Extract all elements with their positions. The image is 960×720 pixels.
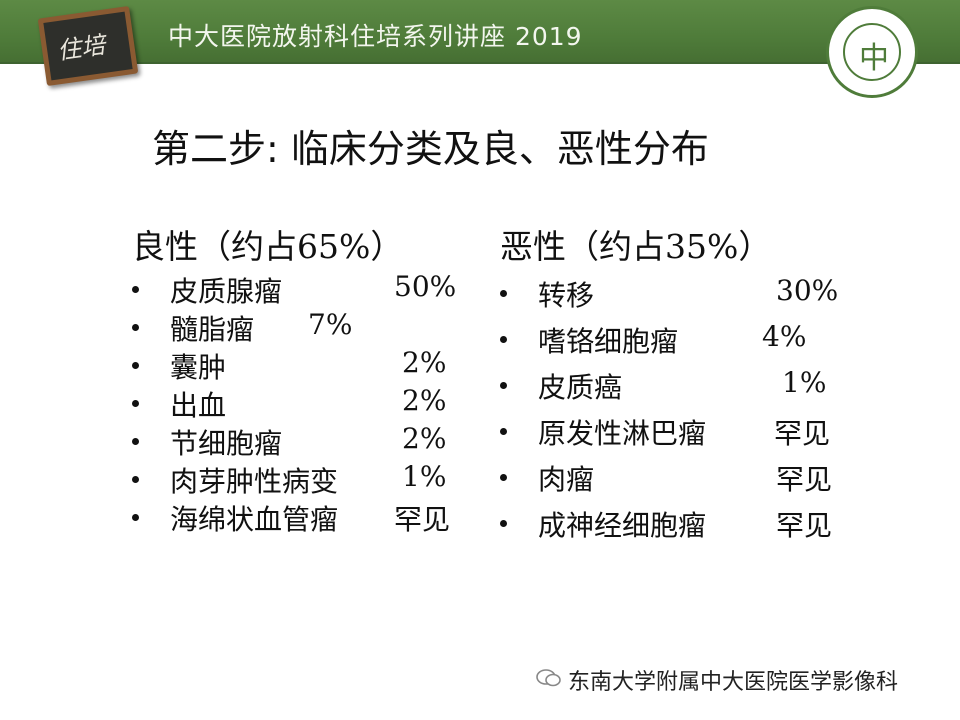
footer-credit: 东南大学附属中大医院医学影像科 bbox=[568, 670, 899, 695]
logo-inner-ring: 中 bbox=[843, 23, 901, 81]
bullet-icon bbox=[500, 382, 507, 389]
bullet-icon bbox=[500, 428, 507, 435]
bullet-icon bbox=[500, 520, 507, 527]
bullet-icon bbox=[132, 362, 139, 369]
list-item: 髓脂瘤 7% bbox=[132, 308, 403, 346]
wechat-icon bbox=[536, 669, 561, 687]
list-item: 海绵状血管瘤 罕见 bbox=[132, 498, 450, 536]
logo-glyph: 中 bbox=[859, 41, 889, 76]
chalkboard-badge: 住培 bbox=[37, 5, 139, 87]
benign-title: 良性（约占65%） bbox=[132, 227, 404, 266]
bullet-icon bbox=[132, 476, 139, 483]
list-item: 节细胞瘤 2% bbox=[132, 422, 446, 460]
benign-column: 良性（约占65%） 皮质腺瘤 50% 髓脂瘤 7% 囊肿 2% 出血 2% 节细胞瘤 2%… bbox=[132, 220, 456, 536]
list-item: 成神经细胞瘤 罕见 bbox=[500, 504, 832, 550]
badge-text: 住培 bbox=[55, 30, 107, 66]
list-item: 皮质癌 1% bbox=[500, 366, 826, 412]
header-bar: 中大医院放射科住培系列讲座 2019 bbox=[0, 0, 960, 64]
list-item: 转移 30% bbox=[500, 274, 838, 320]
bullet-icon bbox=[132, 438, 139, 445]
bullet-icon bbox=[500, 474, 507, 481]
bullet-icon bbox=[132, 324, 139, 331]
lecture-series-title: 中大医院放射科住培系列讲座 2019 bbox=[168, 22, 583, 51]
list-item: 嗜铬细胞瘤 4% bbox=[500, 320, 806, 366]
list-item: 肉瘤 罕见 bbox=[500, 458, 832, 504]
bullet-icon bbox=[500, 290, 507, 297]
bullet-icon bbox=[132, 514, 139, 521]
list-item: 囊肿 2% bbox=[132, 346, 446, 384]
list-item: 皮质腺瘤 50% bbox=[132, 270, 456, 308]
list-item: 原发性淋巴瘤 罕见 bbox=[500, 412, 830, 458]
slide-heading: 第二步: 临床分类及良、恶性分布 bbox=[152, 127, 709, 171]
bullet-icon bbox=[132, 400, 139, 407]
malignant-column: 恶性（约占35%） 转移 30% 嗜铬细胞瘤 4% 皮质癌 1% 原发性淋巴瘤 罕见 肉… bbox=[500, 220, 838, 550]
bullet-icon bbox=[500, 336, 507, 343]
bullet-icon bbox=[132, 286, 139, 293]
list-item: 肉芽肿性病变 1% bbox=[132, 460, 446, 498]
list-item: 出血 2% bbox=[132, 384, 446, 422]
malignant-title: 恶性（约占35%） bbox=[500, 227, 772, 266]
hospital-logo: 中 bbox=[826, 6, 918, 98]
